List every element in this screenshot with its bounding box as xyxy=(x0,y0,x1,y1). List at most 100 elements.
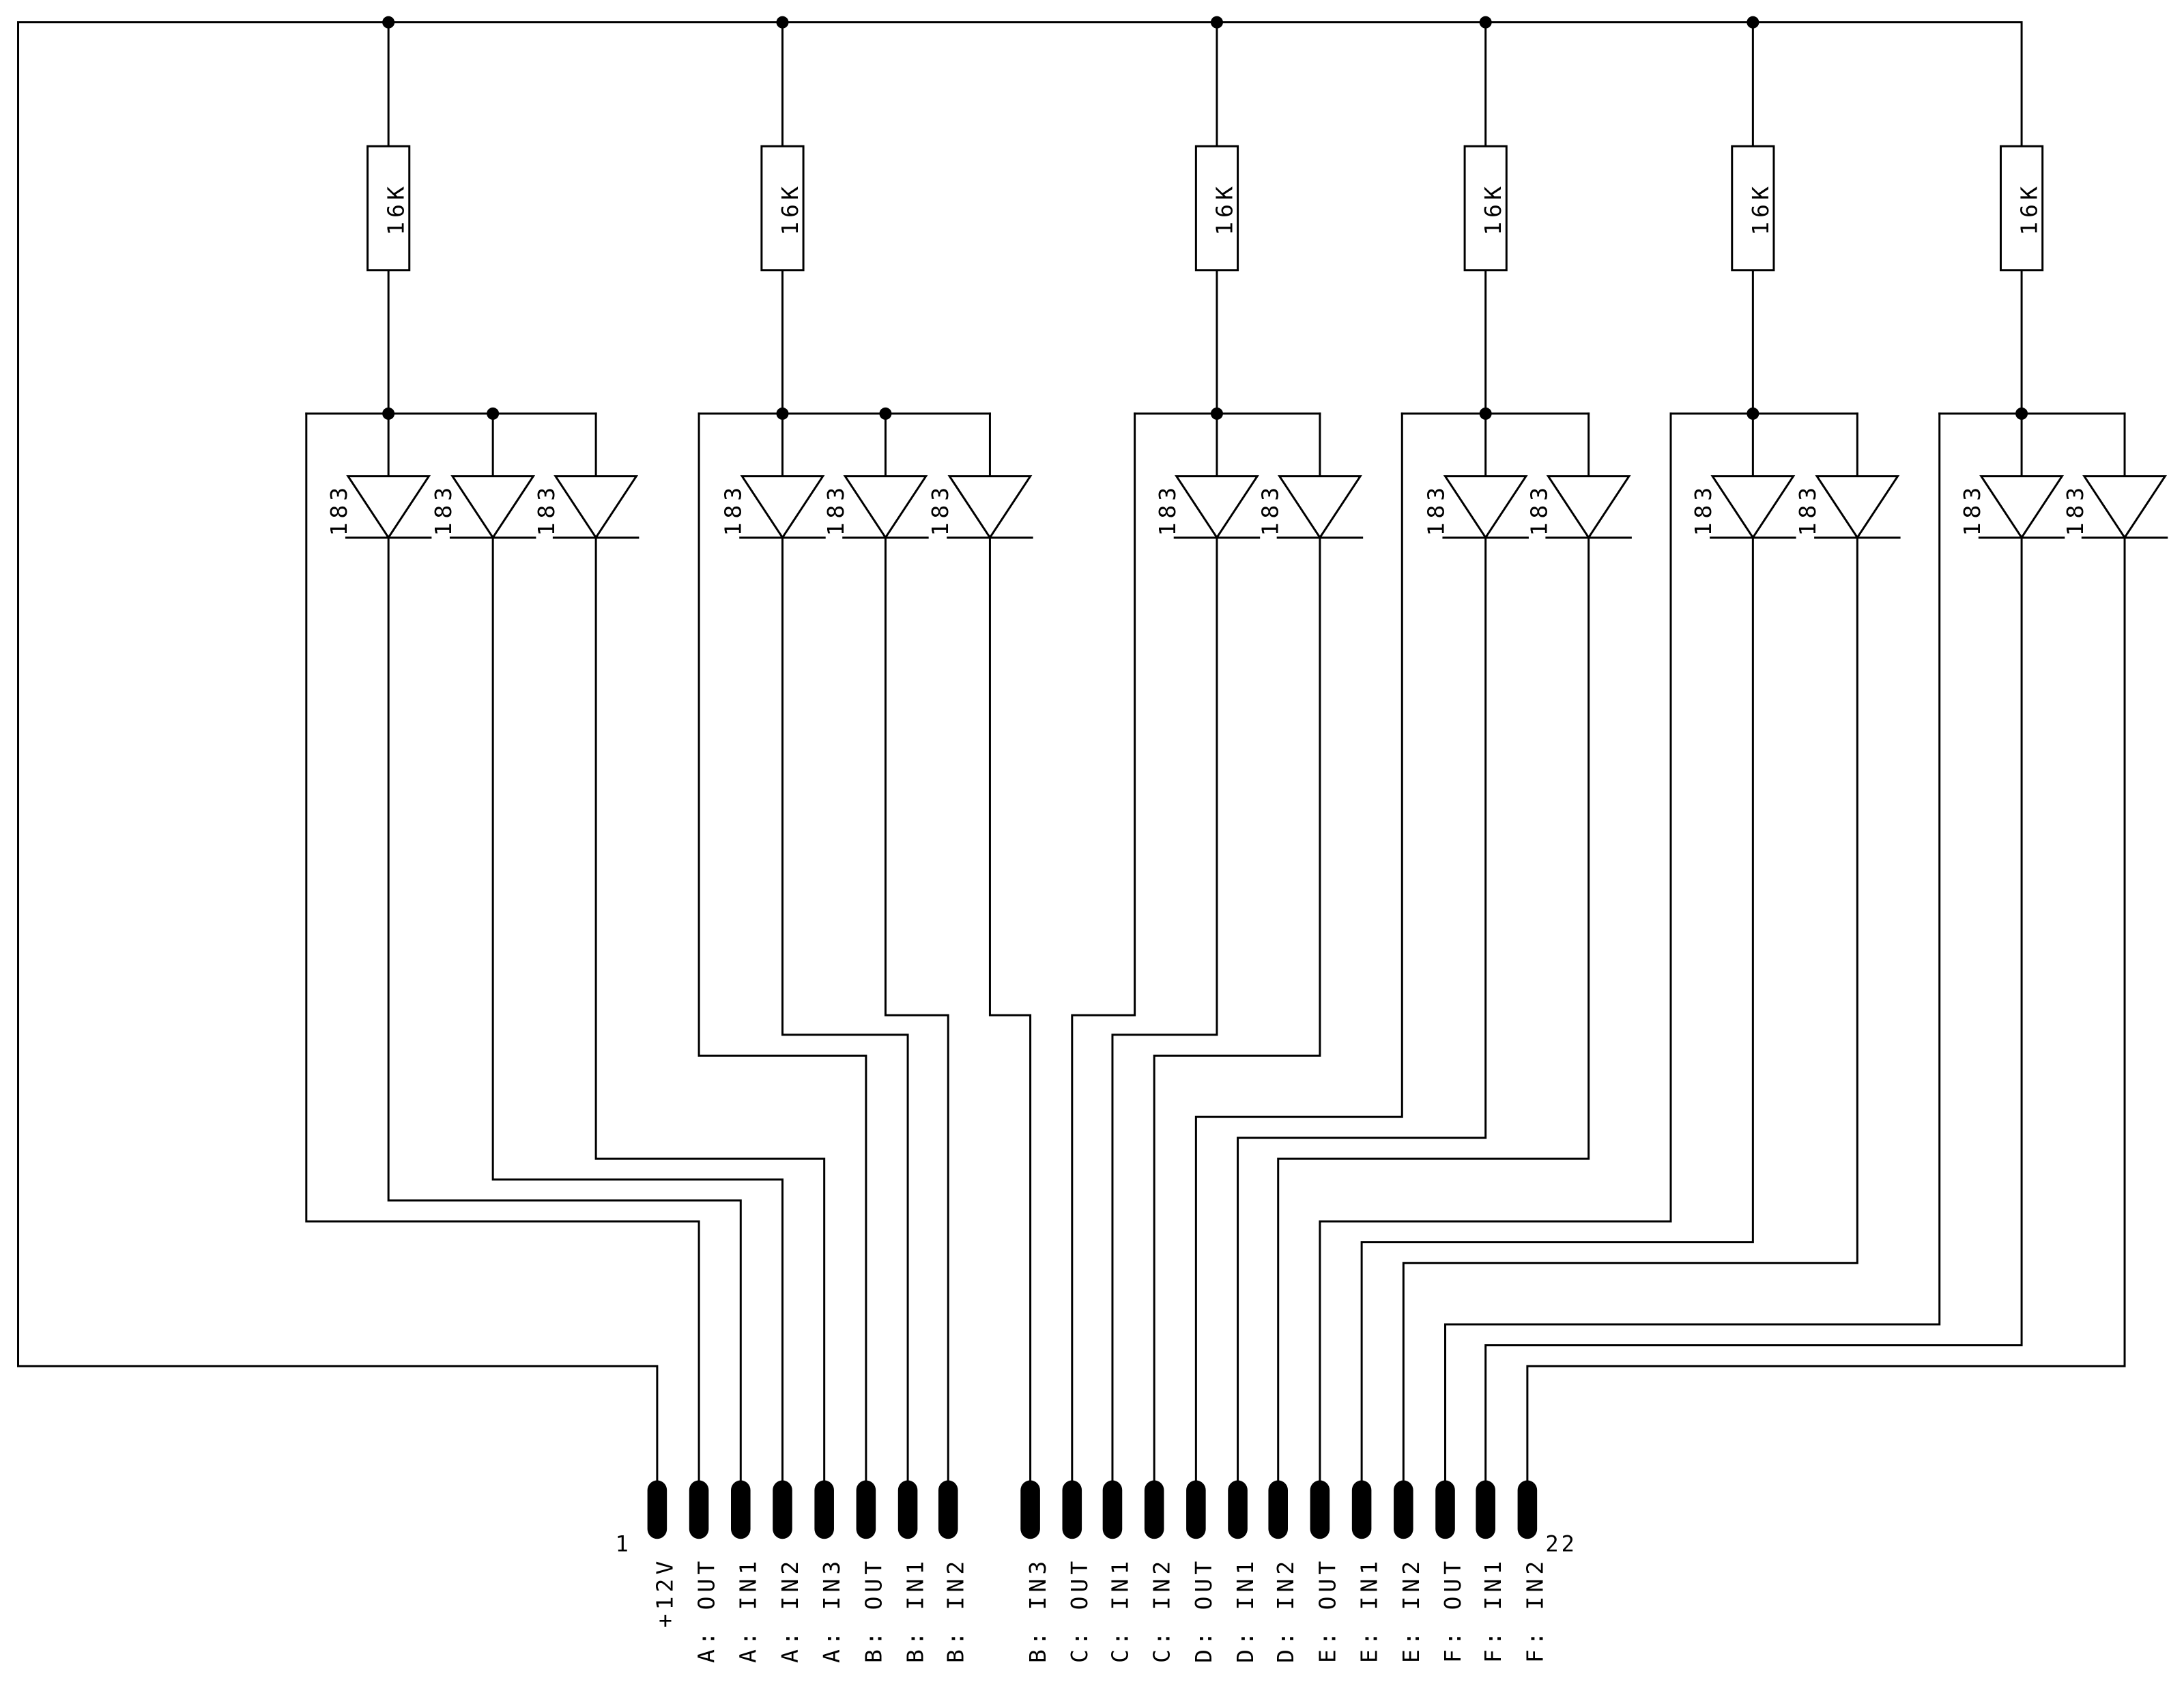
junction-dot xyxy=(1479,407,1492,420)
signal-wire xyxy=(1237,536,1487,1489)
connector-pin: D: OUT xyxy=(1186,1480,1217,1663)
diode: 183 xyxy=(822,412,929,540)
signal-wire xyxy=(594,536,826,1489)
connector-pin: A: IN1 xyxy=(731,1480,762,1663)
diode-part-label: 183 xyxy=(430,483,457,537)
resistor: 16K xyxy=(1731,145,1775,272)
connector-pin: D: IN2 xyxy=(1268,1480,1299,1663)
diode: 183 xyxy=(326,412,432,540)
signal-wire xyxy=(1526,536,2126,1489)
diode: 183 xyxy=(1422,412,1529,540)
connector: +12V A: OUT A: IN1 A: IN2 A: IN3 B: OUT B: IN1… xyxy=(616,1480,1577,1663)
resistor: 16K xyxy=(760,145,805,272)
signal-wire xyxy=(884,536,949,1489)
junction-dot xyxy=(487,407,500,420)
connector-last-pin-number: 22 xyxy=(1545,1531,1577,1557)
connector-pin-label: B: IN3 xyxy=(1024,1557,1051,1663)
connector-pin-label: C: IN2 xyxy=(1149,1557,1175,1663)
signal-wire xyxy=(1402,536,1858,1489)
connector-pin-label: B: IN1 xyxy=(902,1557,929,1663)
junction-dot xyxy=(382,407,395,420)
connector-pin-label: B: IN2 xyxy=(943,1557,969,1663)
connector-pin: B: IN2 xyxy=(938,1480,969,1663)
resistor-value-label: 16K xyxy=(383,182,410,236)
diode: 183 xyxy=(2062,412,2168,540)
connector-pin: E: IN2 xyxy=(1394,1480,1424,1663)
diode: 183 xyxy=(1959,412,2065,540)
connector-pin: A: IN3 xyxy=(814,1480,845,1663)
resistor: 16K xyxy=(1999,145,2044,272)
connector-pin: A: IN2 xyxy=(773,1480,803,1663)
signal-wire xyxy=(1360,536,1754,1489)
connector-pin-label: C: OUT xyxy=(1066,1557,1093,1663)
connector-pin-label: A: IN2 xyxy=(777,1557,803,1663)
connector-pin: C: IN1 xyxy=(1102,1480,1133,1663)
diode-part-label: 183 xyxy=(719,483,746,537)
connector-pin-label: D: IN1 xyxy=(1232,1557,1259,1663)
diode: 183 xyxy=(1154,412,1261,540)
junction-dot xyxy=(1210,16,1223,29)
connector-pin-label: F: IN1 xyxy=(1480,1557,1506,1663)
diode-part-label: 183 xyxy=(2062,483,2088,537)
resistor-value-label: 16K xyxy=(1211,182,1237,236)
junction-dot xyxy=(879,407,892,420)
junction-dot xyxy=(1747,16,1759,29)
connector-first-pin-number: 1 xyxy=(616,1531,631,1557)
wiring xyxy=(17,21,2126,1489)
signal-wire xyxy=(698,412,867,1489)
resistor-value-label: 16K xyxy=(777,182,803,236)
diode-part-label: 183 xyxy=(822,483,849,537)
connector-pin-label: D: OUT xyxy=(1190,1557,1217,1663)
connector-pin: F: IN2 xyxy=(1517,1480,1548,1663)
junction-dots xyxy=(382,16,2028,420)
diode: 183 xyxy=(1525,412,1632,540)
resistor-value-label: 16K xyxy=(1747,182,1774,236)
connector-pin: B: OUT xyxy=(856,1480,887,1663)
diode-part-label: 183 xyxy=(927,483,953,537)
connector-pin-label: +12V xyxy=(651,1557,678,1627)
connector-pin-label: D: IN2 xyxy=(1272,1557,1299,1663)
signal-wire xyxy=(781,536,909,1489)
diode-part-label: 183 xyxy=(1690,483,1716,537)
diode: 183 xyxy=(533,412,640,540)
resistors: 16K 16K 16K 16K 16K 16K xyxy=(367,145,2044,272)
resistor: 16K xyxy=(1463,145,1508,272)
junction-dot xyxy=(1747,407,1759,420)
connector-pin-label: B: OUT xyxy=(860,1557,887,1663)
diode-part-label: 183 xyxy=(1154,483,1181,537)
diodes: 183 183 183 183 183 183 183 183 183 183 183 183 183 1… xyxy=(326,412,2168,540)
connector-pin: C: OUT xyxy=(1062,1480,1093,1663)
junction-dot xyxy=(776,16,789,29)
connector-pin-label: E: IN2 xyxy=(1398,1557,1424,1663)
signal-wire xyxy=(1277,536,1590,1489)
diode-part-label: 183 xyxy=(1959,483,1985,537)
resistor-value-label: 16K xyxy=(1480,182,1506,236)
connector-pin-label: E: IN1 xyxy=(1356,1557,1383,1663)
connector-pin-label: A: OUT xyxy=(693,1557,720,1663)
diode: 183 xyxy=(430,412,536,540)
connector-pin-label: F: OUT xyxy=(1439,1557,1466,1663)
diode-part-label: 183 xyxy=(1794,483,1821,537)
junction-dot xyxy=(2015,407,2028,420)
signal-wire xyxy=(1071,412,1136,1489)
diode-part-label: 183 xyxy=(1422,483,1449,537)
power-bus-wire xyxy=(17,21,2023,1489)
signal-wire xyxy=(1194,412,1403,1489)
signal-wire xyxy=(1444,412,1941,1489)
resistor-value-label: 16K xyxy=(2016,182,2043,236)
resistor: 16K xyxy=(1194,145,1239,272)
diode-part-label: 183 xyxy=(1525,483,1552,537)
signal-wire xyxy=(988,536,1032,1489)
connector-pin: E: OUT xyxy=(1310,1480,1340,1663)
diode-part-label: 183 xyxy=(326,483,352,537)
connector-pin-label: E: OUT xyxy=(1314,1557,1340,1663)
diode: 183 xyxy=(1794,412,1901,540)
connector-pin: B: IN1 xyxy=(897,1480,929,1663)
signal-wire xyxy=(1153,536,1321,1489)
diode: 183 xyxy=(719,412,826,540)
junction-dot xyxy=(1479,16,1492,29)
signal-wire xyxy=(387,536,742,1489)
diode: 183 xyxy=(1690,412,1796,540)
connector-pin: B: IN3 xyxy=(1020,1480,1051,1663)
